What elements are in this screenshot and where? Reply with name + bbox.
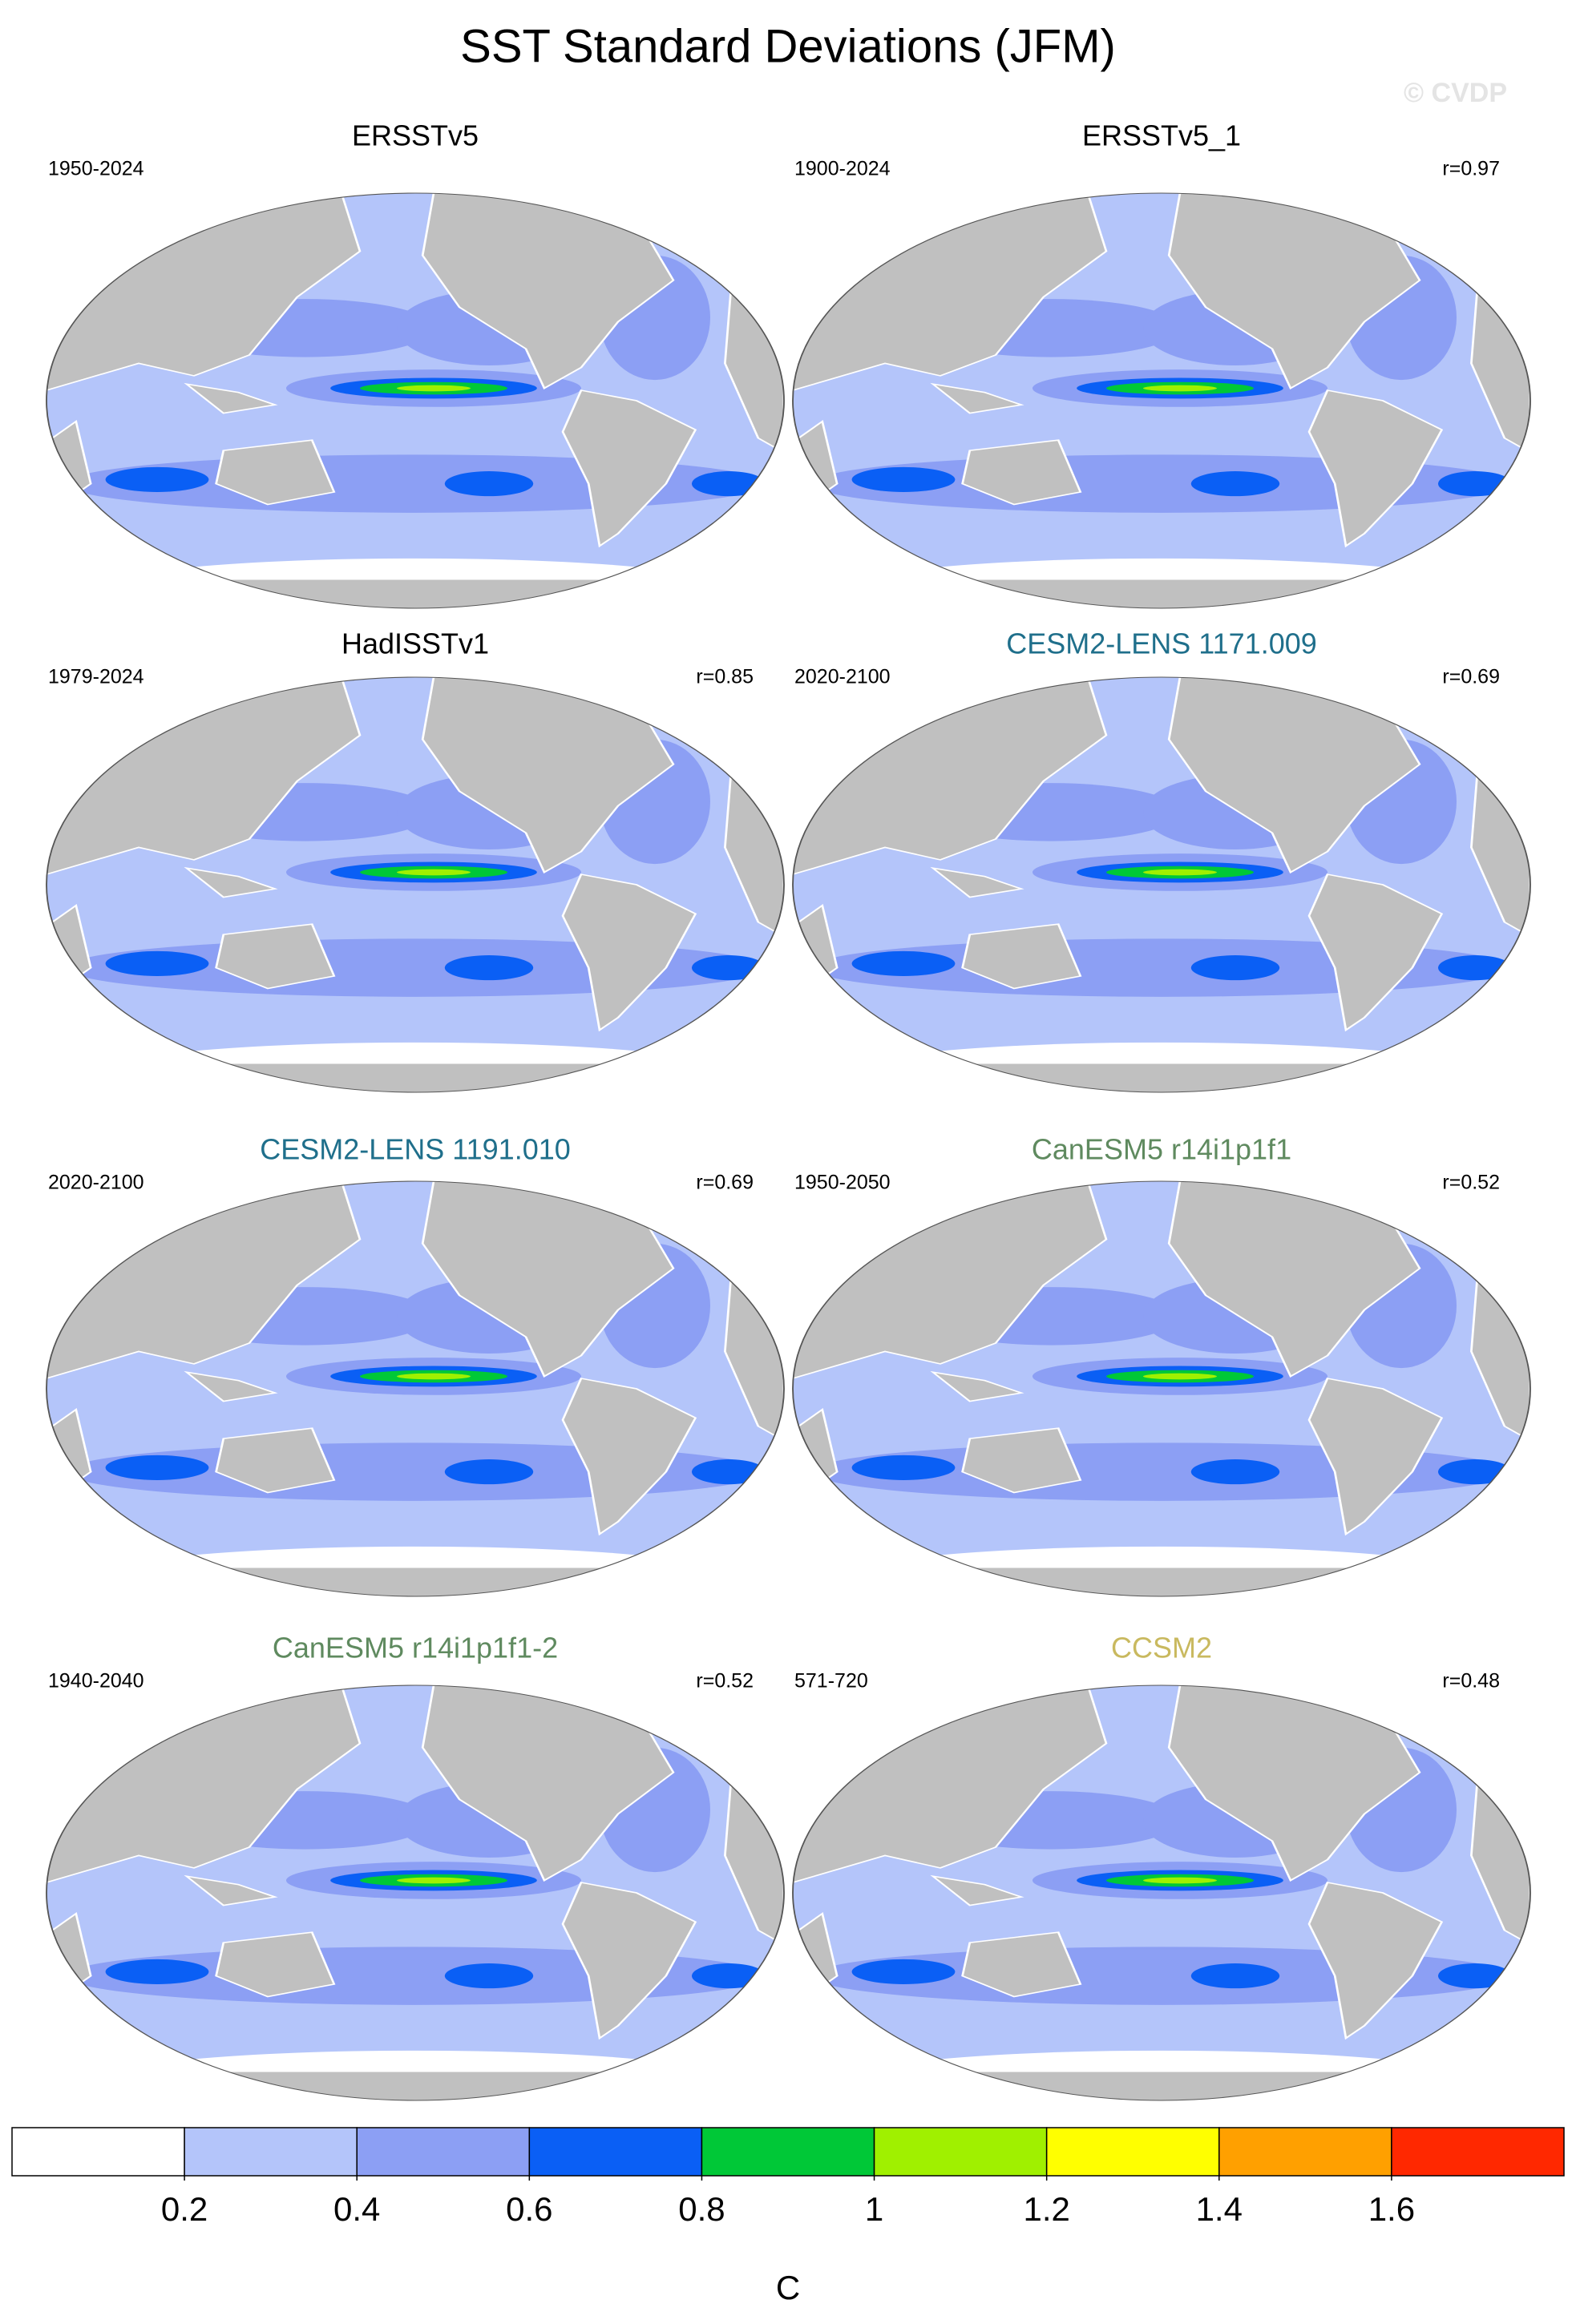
watermark: © CVDP xyxy=(1404,78,1507,108)
map-panel: CESM2-LENS 1171.009 2020-2100 r=0.69 xyxy=(793,627,1530,1126)
map xyxy=(46,1181,784,1629)
panel-correlation: r=0.52 xyxy=(696,1670,754,1693)
map xyxy=(793,677,1530,1125)
map-fill xyxy=(793,1685,1530,2133)
map-outline xyxy=(46,1180,785,1597)
figure-title: SST Standard Deviations (JFM) xyxy=(460,20,1116,72)
map-fill xyxy=(46,193,784,641)
map-fill xyxy=(793,677,1530,1125)
panel-period: 2020-2100 xyxy=(794,666,891,688)
panel-correlation: r=0.69 xyxy=(1442,666,1500,688)
panel-correlation: r=0.97 xyxy=(1442,158,1500,180)
colorbar-tick-label: 0.6 xyxy=(506,2190,552,2228)
colorbar-box xyxy=(184,2127,358,2177)
map xyxy=(46,193,784,641)
panel-period: 571-720 xyxy=(794,1670,868,1693)
map-panel: ERSSTv5 1950-2024 xyxy=(46,119,784,642)
map-outline xyxy=(46,192,785,609)
map xyxy=(46,1685,784,2133)
colorbar-box xyxy=(1045,2127,1220,2177)
colorbar-tick-label: 0.8 xyxy=(678,2190,725,2228)
map xyxy=(793,1181,1530,1629)
map-fill xyxy=(793,1181,1530,1629)
map-panel: CanESM5 r14i1p1f1 1950-2050 r=0.52 xyxy=(793,1133,1530,1630)
colorbar-label: C xyxy=(776,2269,800,2306)
map-panel: HadISSTv1 1979-2024 r=0.85 xyxy=(46,627,784,1126)
panel-period: 1979-2024 xyxy=(48,666,144,688)
panel-correlation: r=0.69 xyxy=(696,1172,754,1194)
panel-correlation: r=0.52 xyxy=(1442,1172,1500,1194)
map-panel: ERSSTv5_1 1900-2024 r=0.97 xyxy=(793,119,1530,642)
panel-period: 1950-2024 xyxy=(48,158,144,180)
map-outline xyxy=(792,676,1531,1093)
panel-title: CanESM5 r14i1p1f1 xyxy=(1032,1133,1291,1166)
colorbar-tick-label: 1.6 xyxy=(1368,2190,1415,2228)
panel-correlation: r=0.85 xyxy=(696,666,754,688)
colorbar-tick-label: 0.4 xyxy=(333,2190,380,2228)
map xyxy=(793,1685,1530,2133)
colorbar-box xyxy=(528,2127,703,2177)
map-outline xyxy=(792,192,1531,609)
map-fill xyxy=(46,677,784,1125)
colorbar-tick-label: 1 xyxy=(865,2190,883,2228)
colorbar-box xyxy=(1218,2127,1392,2177)
panel-title: CESM2-LENS 1171.009 xyxy=(1006,627,1317,660)
map-fill xyxy=(46,1181,784,1629)
colorbar-box xyxy=(356,2127,531,2177)
panel-title: HadISSTv1 xyxy=(341,627,489,660)
map-fill xyxy=(46,1685,784,2133)
map-panel: CESM2-LENS 1191.010 2020-2100 r=0.69 xyxy=(46,1133,784,1630)
map-fill xyxy=(793,193,1530,641)
panel-correlation: r=0.48 xyxy=(1442,1670,1500,1693)
colorbar-tick-label: 1.4 xyxy=(1196,2190,1243,2228)
map xyxy=(793,193,1530,641)
panel-title: CanESM5 r14i1p1f1-2 xyxy=(273,1632,558,1664)
colorbar-box xyxy=(11,2127,185,2177)
map-outline xyxy=(46,1684,785,2101)
map-panel: CCSM2 571-720 r=0.48 xyxy=(793,1632,1530,2134)
panel-period: 1940-2040 xyxy=(48,1670,144,1693)
map-outline xyxy=(46,676,785,1093)
map xyxy=(46,677,784,1125)
map-outline xyxy=(792,1180,1531,1597)
colorbar-box xyxy=(701,2127,875,2177)
panel-period: 1950-2050 xyxy=(794,1172,891,1194)
panel-title: ERSSTv5_1 xyxy=(1082,119,1241,152)
panel-title: CCSM2 xyxy=(1111,1632,1212,1664)
colorbar-tick-label: 0.2 xyxy=(161,2190,208,2228)
panel-title: ERSSTv5 xyxy=(352,119,479,152)
map-outline xyxy=(792,1684,1531,2101)
colorbar-box xyxy=(873,2127,1048,2177)
panel-title: CESM2-LENS 1191.010 xyxy=(260,1133,571,1166)
map-panel: CanESM5 r14i1p1f1-2 1940-2040 r=0.52 xyxy=(46,1632,784,2134)
panel-period: 2020-2100 xyxy=(48,1172,144,1194)
colorbar-tick-label: 1.2 xyxy=(1023,2190,1069,2228)
colorbar-box xyxy=(1391,2127,1565,2177)
panel-period: 1900-2024 xyxy=(794,158,891,180)
